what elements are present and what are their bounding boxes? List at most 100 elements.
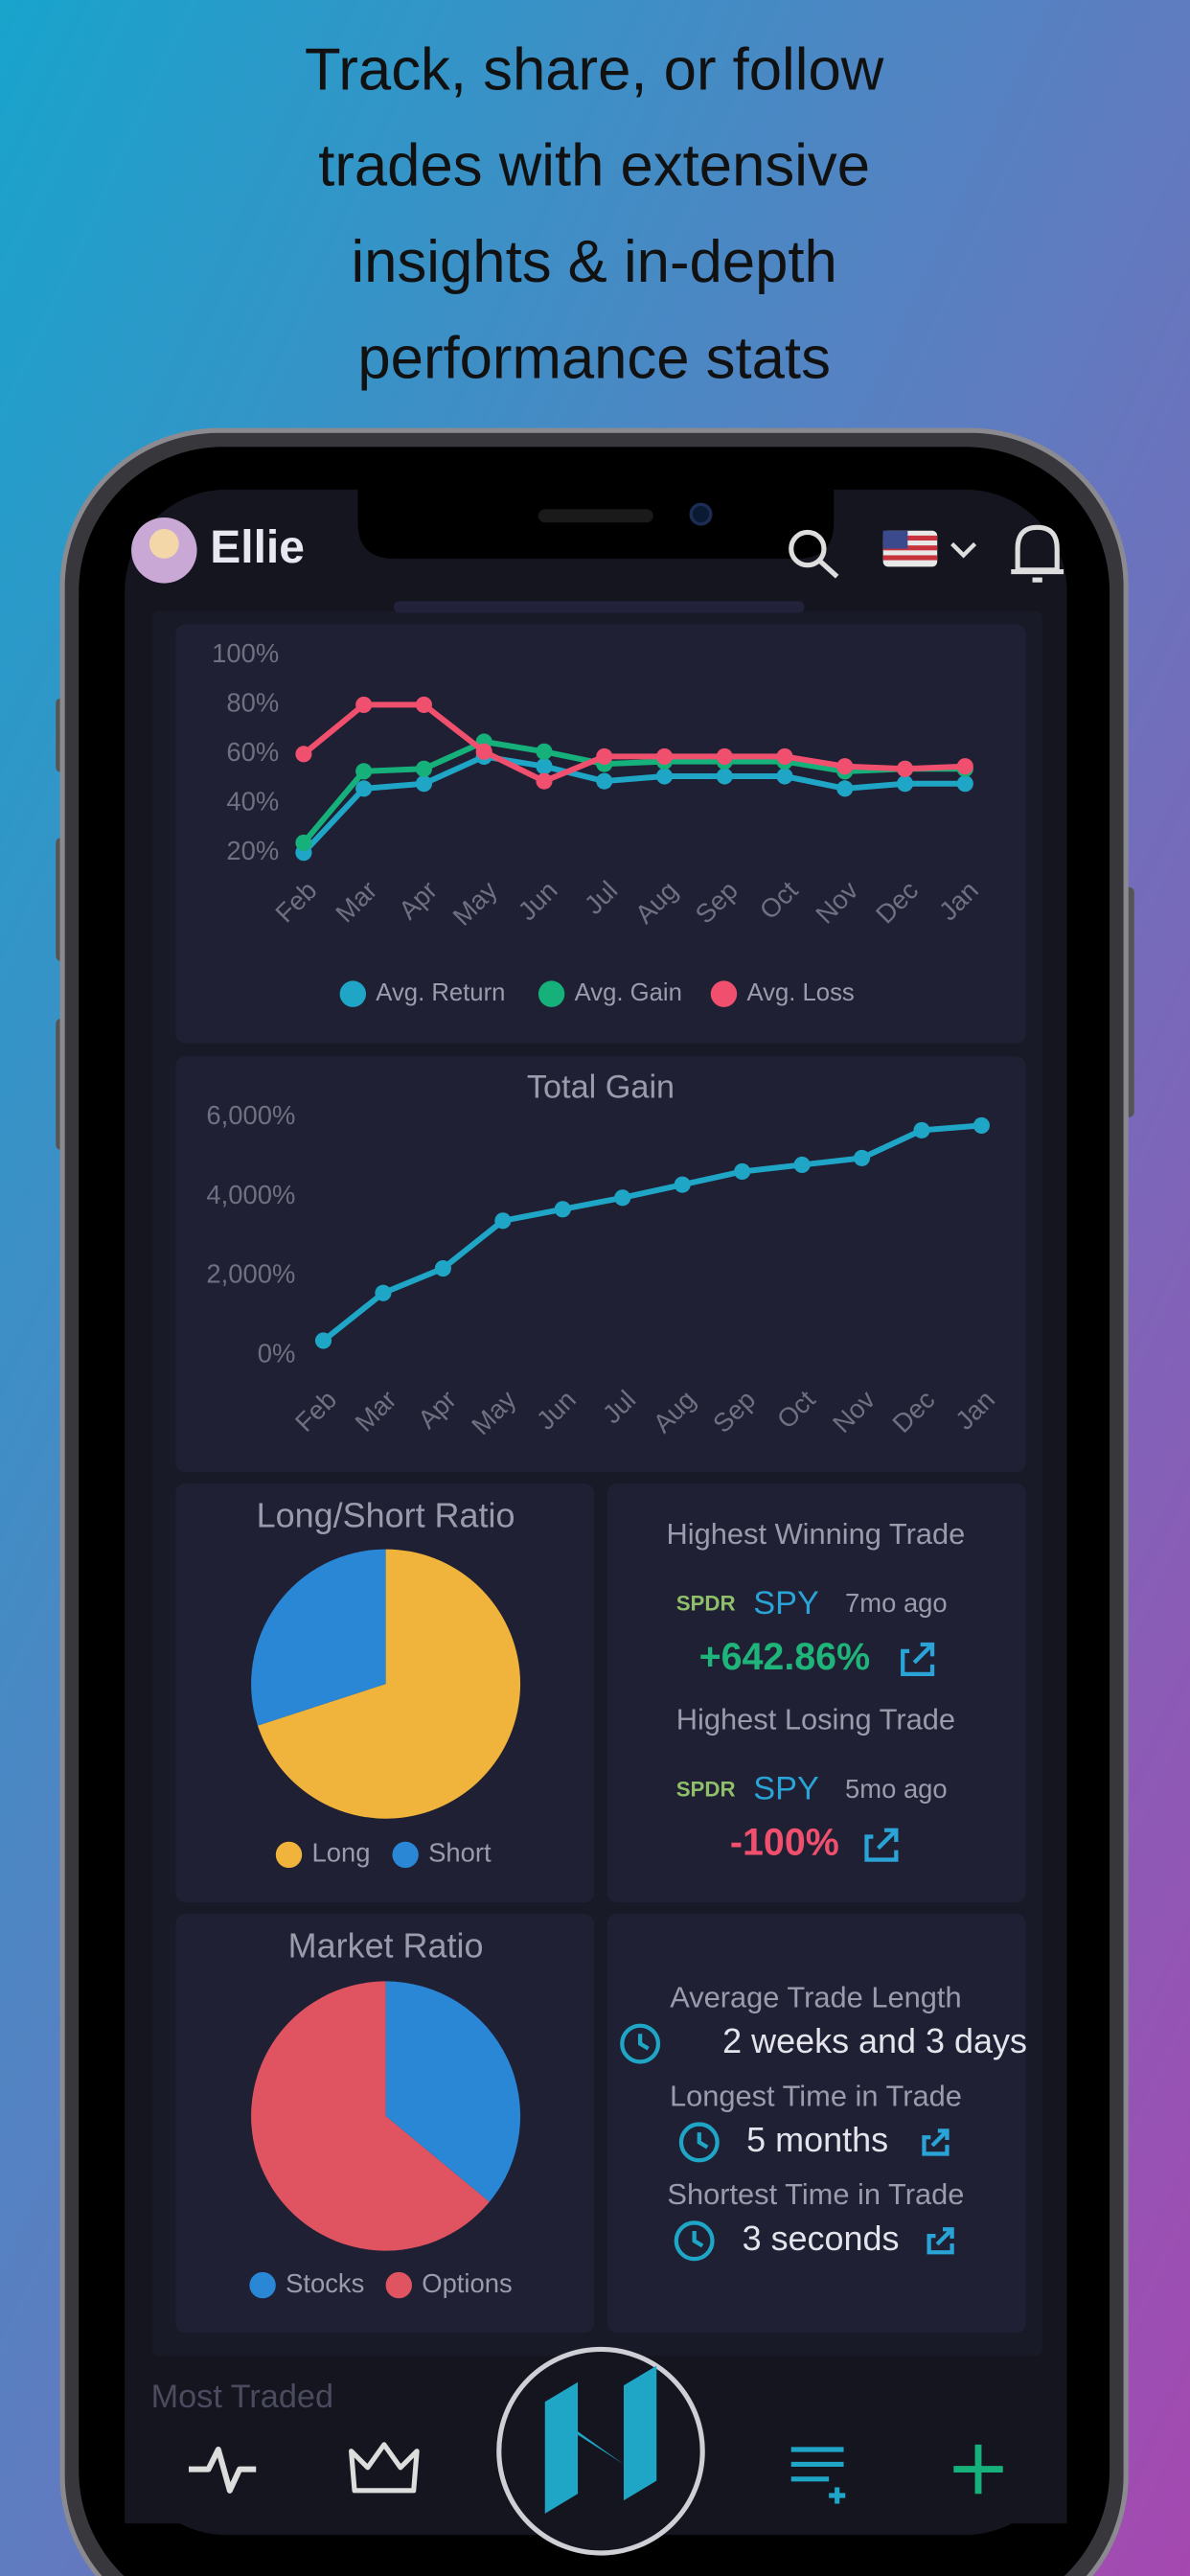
icon-part: [692, 2231, 704, 2248]
data-point: [853, 1149, 871, 1166]
icon-part: [697, 2132, 709, 2150]
icon-part: [935, 2227, 954, 2246]
stat-label: Longest Time in Trade: [670, 2079, 962, 2112]
y-tick-label: 0%: [258, 1339, 296, 1368]
data-point: [956, 775, 973, 793]
trade-title: Highest Winning Trade: [667, 1517, 966, 1551]
ticker: SPY: [753, 1585, 819, 1622]
data-point: [716, 748, 733, 765]
issuer: SPDR: [676, 1592, 736, 1616]
card: [606, 1914, 1026, 2334]
bell-icon[interactable]: [1011, 524, 1064, 583]
y-tick-label: 60%: [226, 737, 279, 767]
logo-mark: [544, 2365, 657, 2514]
y-tick-label: 80%: [226, 688, 279, 718]
data-point: [596, 748, 613, 765]
data-point: [836, 758, 854, 775]
data-point: [494, 1212, 512, 1230]
data-point: [355, 780, 373, 797]
data-point: [314, 1332, 332, 1349]
pie-slice: [251, 1549, 386, 1726]
data-point: [415, 775, 433, 793]
user-name[interactable]: Ellie: [210, 522, 305, 573]
data-point: [913, 1121, 930, 1138]
legend-label: Avg. Gain: [575, 979, 682, 1006]
external-link-icon[interactable]: [927, 2227, 954, 2255]
icon-part: [922, 2135, 950, 2156]
nav-add[interactable]: [953, 2444, 1003, 2495]
data-point: [434, 1259, 451, 1277]
notch: [357, 489, 835, 559]
icon-part: [620, 2023, 661, 2064]
data-point: [355, 763, 373, 780]
card: [606, 1484, 1026, 1903]
data-point: [836, 780, 854, 797]
series-line: [301, 739, 966, 845]
data-point: [973, 1116, 991, 1134]
search-icon[interactable]: [789, 529, 839, 579]
data-point: [536, 743, 553, 760]
data-point: [734, 1162, 751, 1181]
data-point: [776, 748, 793, 765]
data-point: [655, 748, 674, 765]
stat-value: 2 weeks and 3 days: [722, 2021, 1027, 2060]
legend-label: Short: [428, 1838, 492, 1868]
legend-swatch: [339, 980, 367, 1007]
ticker: SPY: [753, 1771, 819, 1807]
card: [175, 624, 1026, 1044]
icon-part: [912, 1642, 935, 1665]
data-point: [896, 760, 914, 777]
issuer: SPDR: [676, 1777, 736, 1801]
pie-slice: [385, 1981, 521, 2202]
stat-value: 3 seconds: [743, 2219, 900, 2258]
icon-part: [637, 2034, 650, 2051]
nav-leaderboard[interactable]: [349, 2442, 420, 2494]
data-point: [716, 768, 733, 785]
data-point: [415, 696, 433, 713]
series-line: [301, 753, 966, 855]
data-point: [375, 1284, 392, 1301]
clock-icon: [620, 2023, 661, 2064]
data-point: [956, 758, 973, 775]
y-tick-label: 4,000%: [206, 1180, 295, 1209]
data-point: [554, 1201, 571, 1218]
avatar-face: [149, 529, 179, 559]
external-link-icon[interactable]: [922, 2128, 950, 2156]
chart-title: Market Ratio: [288, 1926, 484, 1966]
external-link-icon[interactable]: [901, 1642, 935, 1676]
data-point: [793, 1156, 811, 1173]
series-line: [302, 702, 966, 785]
series-line: [321, 1122, 982, 1344]
data-point: [295, 746, 312, 763]
legend-label: Stocks: [286, 2268, 364, 2298]
trade-change: -100%: [730, 1822, 839, 1864]
icon-part: [864, 1834, 899, 1862]
legend-label: Avg. Loss: [746, 979, 854, 1006]
trade-title: Highest Losing Trade: [676, 1703, 955, 1736]
data-point: [536, 772, 553, 790]
headline-line: Track, share, or follow: [305, 36, 884, 103]
headline-line: insights & in-depth: [351, 229, 836, 295]
data-point: [475, 743, 492, 760]
flag-icon[interactable]: [882, 530, 977, 567]
nav-watchlist[interactable]: [790, 2447, 846, 2504]
trade-age: 7mo ago: [845, 1588, 948, 1618]
legend-label: Avg. Return: [376, 979, 505, 1006]
data-point: [355, 696, 373, 713]
stat-value: 5 months: [746, 2120, 888, 2159]
nav-activity[interactable]: [189, 2447, 257, 2494]
legend-swatch: [710, 980, 738, 1007]
y-tick-label: 100%: [212, 638, 279, 668]
data-point: [596, 772, 613, 790]
legend-swatch: [385, 2271, 412, 2299]
external-link-icon[interactable]: [864, 1828, 899, 1862]
camera: [689, 502, 713, 526]
data-point: [536, 758, 553, 775]
icon-part: [678, 2122, 720, 2163]
nav-home-logo[interactable]: [496, 2346, 705, 2556]
card: [175, 1056, 1026, 1472]
stat-label: Shortest Time in Trade: [667, 2177, 964, 2211]
trade-age: 5mo ago: [845, 1774, 948, 1804]
